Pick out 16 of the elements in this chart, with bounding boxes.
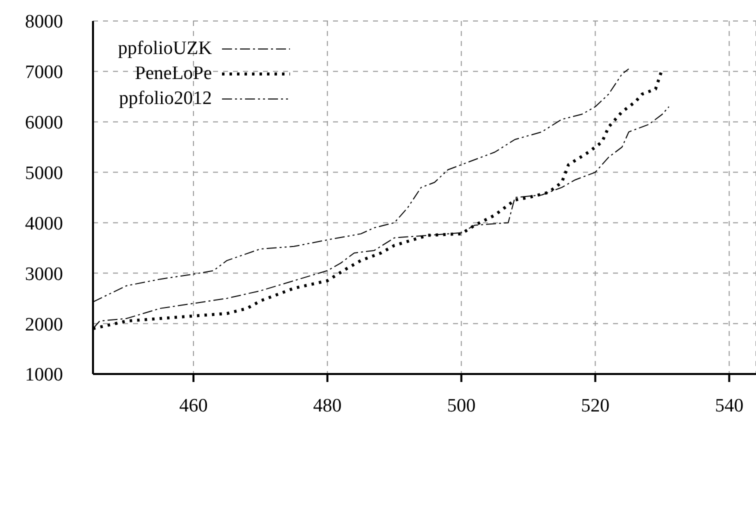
legend-label: PeneLoPe: [134, 62, 212, 84]
y-tick-label: 4000: [25, 213, 63, 234]
y-tick-label: 8000: [25, 12, 63, 33]
y-tick-label: 7000: [25, 62, 63, 84]
y-tick-label: 3000: [25, 264, 63, 285]
legend-label: ppfolioUZK: [118, 38, 212, 60]
y-tick-label: 5000: [25, 163, 63, 184]
x-tick-label: 540: [714, 395, 744, 416]
y-tick-label: 6000: [25, 112, 63, 134]
x-tick-label: 500: [447, 395, 476, 416]
y-tick-label: 1000: [25, 364, 63, 386]
y-tick-label: 2000: [25, 314, 63, 336]
legend-label: ppfolio2012: [119, 88, 212, 110]
x-tick-label: 460: [179, 395, 208, 416]
x-tick-label: 520: [581, 395, 610, 416]
x-tick-label: 480: [313, 395, 342, 416]
